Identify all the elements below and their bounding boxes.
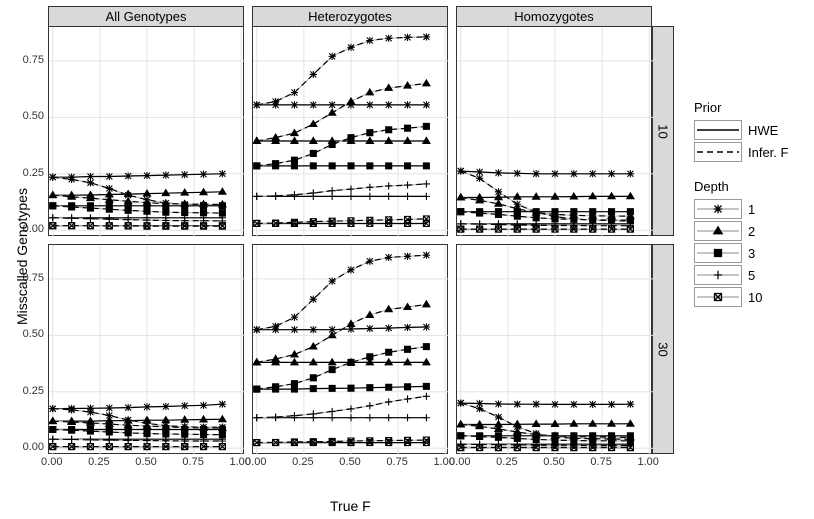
x-tick-label: 0.75 xyxy=(386,456,407,468)
facet-panel xyxy=(48,26,244,236)
legend-swatch xyxy=(694,199,742,219)
facet-col-strip: Homozygotes xyxy=(456,6,652,28)
legend-label: 3 xyxy=(748,246,755,261)
facet-panel xyxy=(456,244,652,454)
legend-depth-item: 3 xyxy=(694,244,788,262)
legend-label: 5 xyxy=(748,268,755,283)
facet-panel xyxy=(252,26,448,236)
x-tick-label: 0.50 xyxy=(135,456,156,468)
legend-depth-item: 2 xyxy=(694,222,788,240)
legend-swatch xyxy=(694,243,742,263)
legend-swatch xyxy=(694,265,742,285)
y-tick-label: 0.50 xyxy=(12,328,44,340)
x-tick-label: 0.25 xyxy=(292,456,313,468)
x-tick-label: 0.50 xyxy=(543,456,564,468)
facet-row-strip: 30 xyxy=(652,244,674,454)
legend-depth-item: 1 xyxy=(694,200,788,218)
x-tick-label: 1.00 xyxy=(638,456,659,468)
legend-depth-item: 10 xyxy=(694,288,788,306)
legend-prior-item: HWE xyxy=(694,121,788,139)
x-tick-label: 0.00 xyxy=(41,456,62,468)
facet-row-strip: 10 xyxy=(652,26,674,236)
x-tick-label: 0.75 xyxy=(182,456,203,468)
legend-label: HWE xyxy=(748,123,778,138)
facet-panel xyxy=(252,244,448,454)
facet-grid-figure: All GenotypesHeterozygotesHomozygotes103… xyxy=(0,0,814,519)
legend-depth-item: 5 xyxy=(694,266,788,284)
legend-label: Infer. F xyxy=(748,145,788,160)
y-axis-label: Misscalled Genotypes xyxy=(14,188,30,325)
x-tick-label: 0.75 xyxy=(590,456,611,468)
x-tick-label: 0.00 xyxy=(245,456,266,468)
facet-panel xyxy=(456,26,652,236)
legend-depth-title: Depth xyxy=(694,179,788,194)
legend-swatch xyxy=(694,142,742,162)
facet-col-strip: Heterozygotes xyxy=(252,6,448,28)
y-tick-label: 0.75 xyxy=(12,54,44,66)
x-axis-label: True F xyxy=(330,498,371,514)
legend-label: 2 xyxy=(748,224,755,239)
legend-swatch xyxy=(694,287,742,307)
facet-col-strip: All Genotypes xyxy=(48,6,244,28)
legend-swatch xyxy=(694,120,742,140)
legend: Prior HWE Infer. F Depth 1 2 3 5 10 xyxy=(694,100,788,310)
x-tick-label: 0.50 xyxy=(339,456,360,468)
legend-label: 10 xyxy=(748,290,762,305)
y-tick-label: 0.50 xyxy=(12,110,44,122)
x-tick-label: 0.00 xyxy=(449,456,470,468)
y-tick-label: 0.25 xyxy=(12,167,44,179)
legend-prior-item: Infer. F xyxy=(694,143,788,161)
y-tick-label: 0.25 xyxy=(12,385,44,397)
plot-area: All GenotypesHeterozygotesHomozygotes103… xyxy=(48,6,666,494)
facet-panel xyxy=(48,244,244,454)
legend-label: 1 xyxy=(748,202,755,217)
x-tick-label: 0.25 xyxy=(496,456,517,468)
legend-swatch xyxy=(694,221,742,241)
x-tick-label: 0.25 xyxy=(88,456,109,468)
y-tick-label: 0.00 xyxy=(12,441,44,453)
legend-prior-title: Prior xyxy=(694,100,788,115)
